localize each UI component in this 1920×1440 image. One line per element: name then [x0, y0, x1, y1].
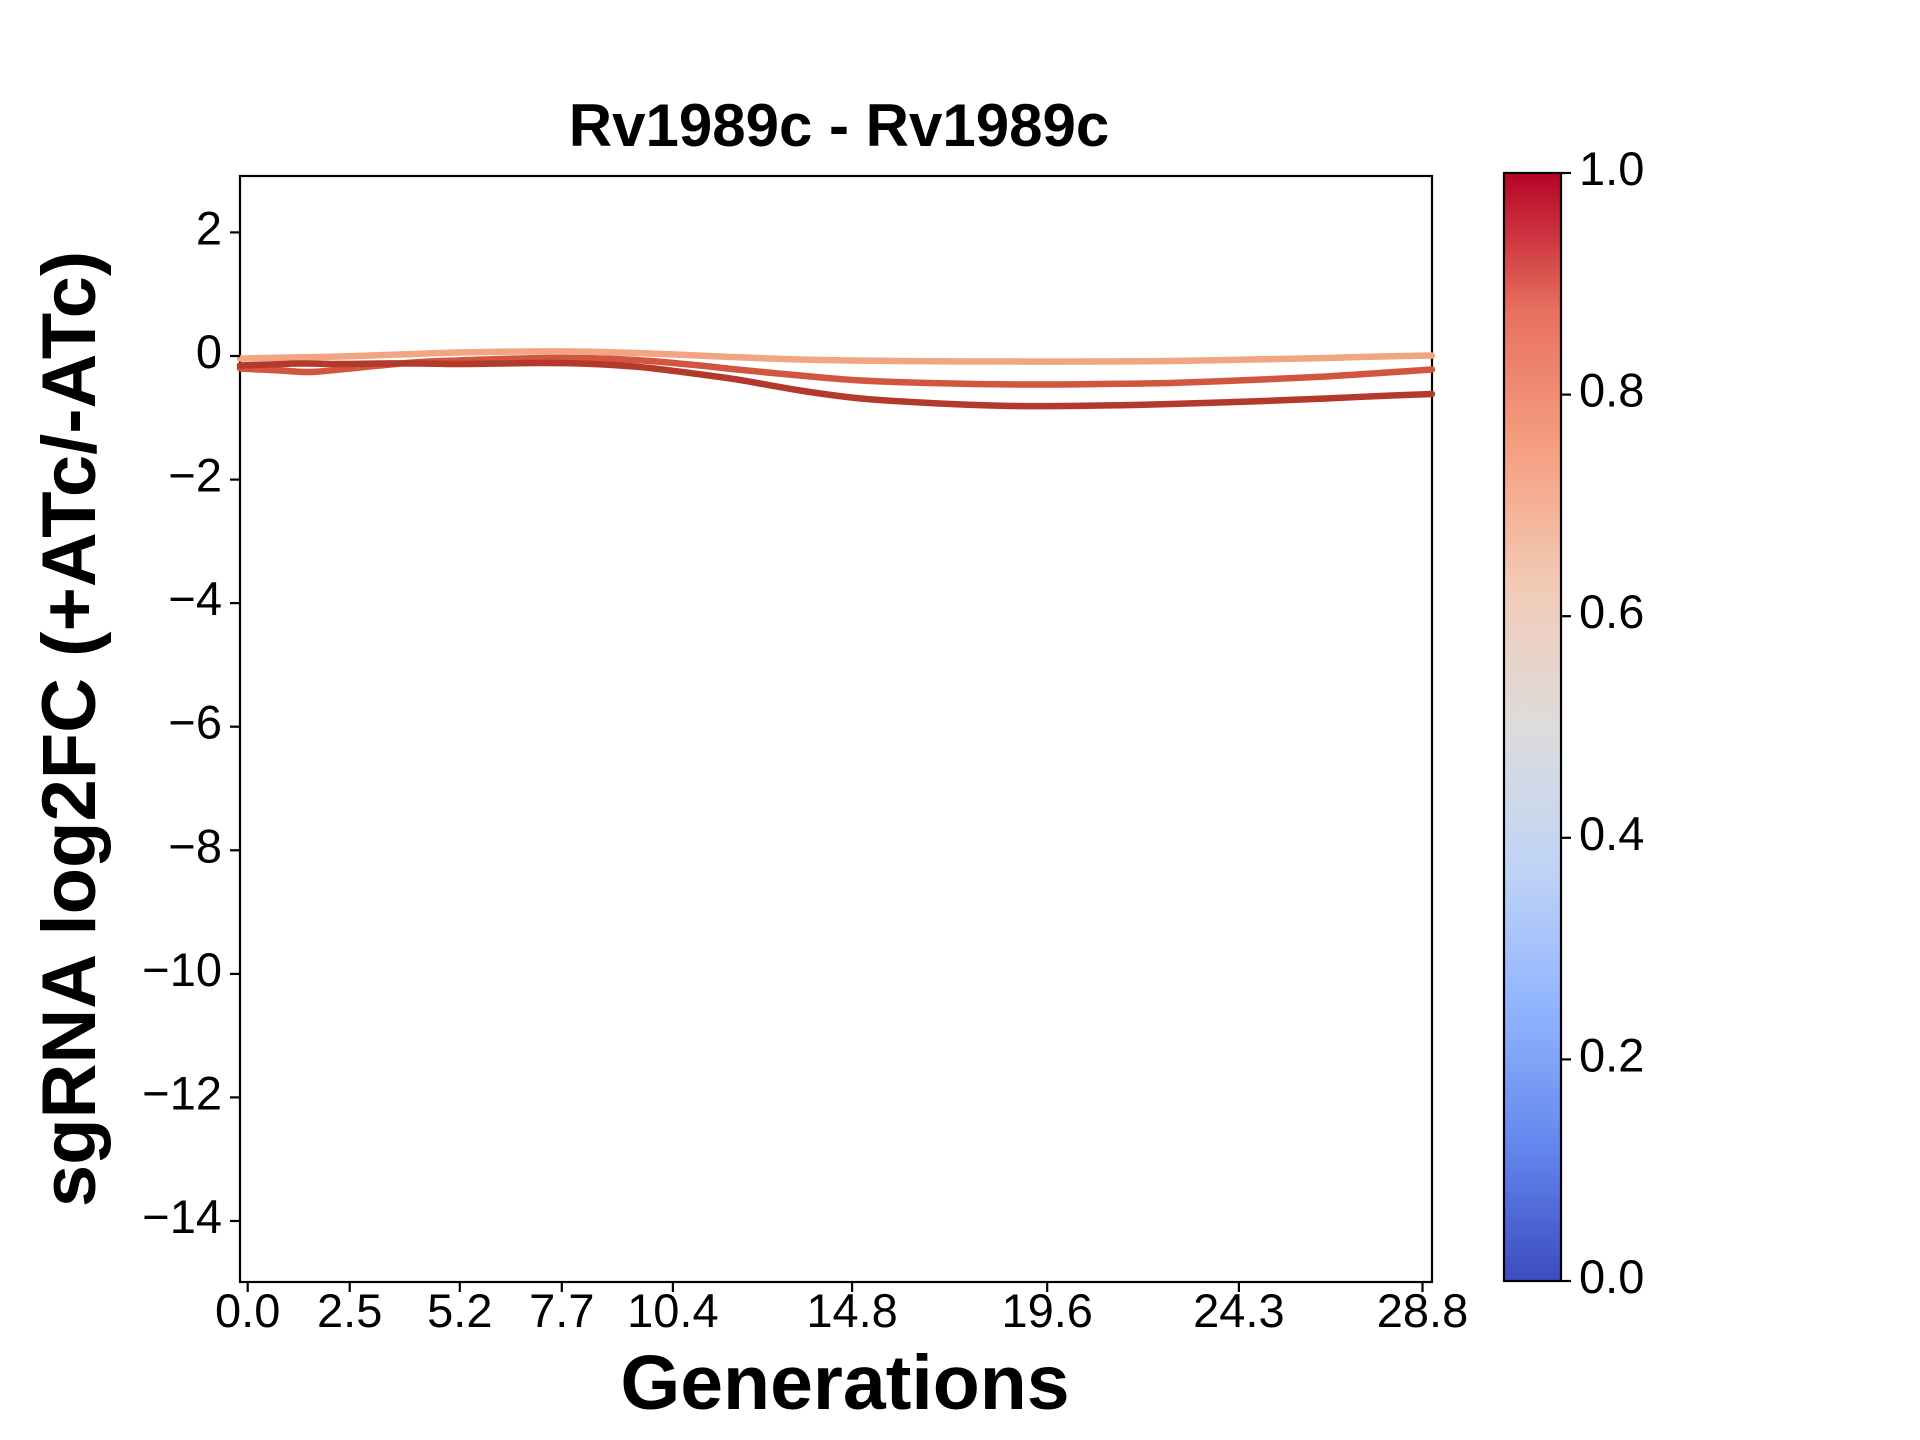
- svg-text:−8: −8: [168, 819, 222, 872]
- svg-text:7.7: 7.7: [529, 1284, 594, 1337]
- svg-text:10.4: 10.4: [627, 1284, 718, 1337]
- svg-text:5.2: 5.2: [427, 1284, 492, 1337]
- svg-text:−4: −4: [168, 572, 222, 625]
- svg-text:0.8: 0.8: [1579, 364, 1644, 417]
- svg-text:2: 2: [196, 201, 222, 254]
- svg-text:−10: −10: [142, 943, 222, 996]
- svg-text:0.2: 0.2: [1579, 1028, 1644, 1081]
- svg-text:sgRNA log2FC (+ATc/-ATc): sgRNA log2FC (+ATc/-ATc): [27, 251, 112, 1207]
- svg-text:0.0: 0.0: [215, 1284, 280, 1337]
- svg-text:1.0: 1.0: [1579, 142, 1644, 195]
- svg-text:24.3: 24.3: [1193, 1284, 1284, 1337]
- svg-text:14.8: 14.8: [806, 1284, 897, 1337]
- svg-text:−6: −6: [168, 696, 222, 749]
- svg-text:−14: −14: [142, 1190, 222, 1243]
- svg-text:19.6: 19.6: [1001, 1284, 1092, 1337]
- svg-text:0.6: 0.6: [1579, 585, 1644, 638]
- svg-text:−12: −12: [142, 1066, 222, 1119]
- svg-text:0: 0: [196, 325, 222, 378]
- svg-text:Generations: Generations: [620, 1340, 1069, 1426]
- svg-text:0.0: 0.0: [1579, 1250, 1644, 1303]
- svg-text:−2: −2: [168, 449, 222, 502]
- svg-text:0.4: 0.4: [1579, 807, 1644, 860]
- svg-text:28.8: 28.8: [1377, 1284, 1468, 1337]
- svg-text:2.5: 2.5: [317, 1284, 382, 1337]
- svg-text:Rv1989c - Rv1989c: Rv1989c - Rv1989c: [569, 92, 1109, 159]
